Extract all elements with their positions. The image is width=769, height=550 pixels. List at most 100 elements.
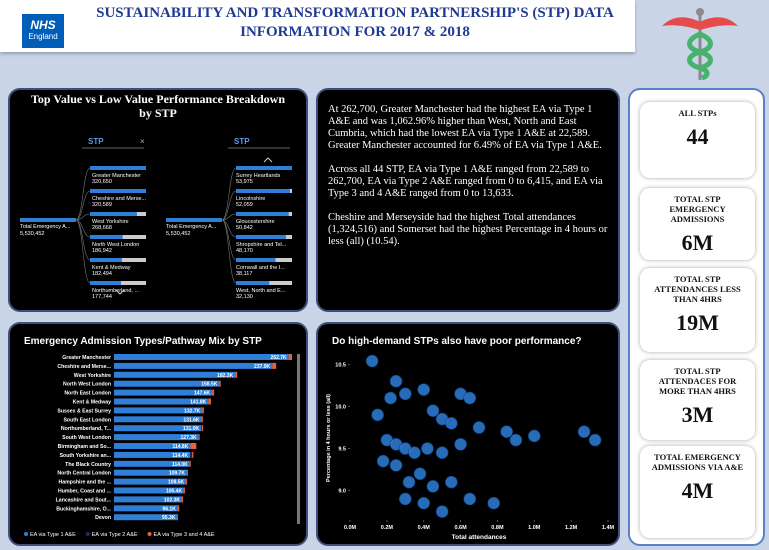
- node-value: 53,975: [236, 179, 253, 185]
- point: [413, 467, 427, 481]
- node-value: 48,170: [236, 248, 253, 254]
- bar-panel: Emergency Admission Types/Pathway Mix by…: [8, 322, 308, 546]
- bar-segment: [114, 478, 187, 485]
- legend-label: EA via Type 2 A&E: [92, 532, 138, 538]
- bar-segment: [190, 443, 197, 449]
- kpi-label: TOTAL STP ATTENDANCES LESS THAN 4HRS: [654, 274, 741, 304]
- point: [398, 387, 412, 401]
- category-label: North East London: [64, 391, 111, 397]
- tree-panel: Top Value vs Low Value Performance Break…: [8, 88, 308, 312]
- bar-segment: [190, 451, 193, 458]
- bar-segment: [219, 380, 221, 387]
- point: [389, 459, 403, 472]
- root-value: 5,530,452: [20, 231, 44, 237]
- filter-label: STP: [88, 137, 104, 146]
- kpi-label: TOTAL STP EMERGENCY ADMISSIONS: [669, 194, 726, 224]
- bar-segment: [114, 354, 289, 360]
- bar-segment: [114, 451, 191, 458]
- node-value: 52,059: [236, 202, 253, 208]
- bar-segment: [189, 460, 191, 467]
- bar-segment: [114, 416, 202, 423]
- category-label: Kent & Medway: [73, 400, 111, 406]
- node-bar: [90, 235, 123, 239]
- category-label: Birmingham and So...: [58, 444, 112, 450]
- point: [435, 505, 449, 518]
- point: [527, 429, 541, 443]
- bar-segment: [182, 496, 184, 503]
- node-bar: [236, 212, 289, 216]
- value-label: 108.5K: [168, 480, 185, 486]
- point: [463, 492, 477, 506]
- kpi-label: ALL STPs: [678, 108, 717, 118]
- value-label: 96.1K: [163, 506, 177, 512]
- page-title: SUSTAINABILITY AND TRANSFORMATION PARTNE…: [96, 5, 614, 40]
- bar-segment: [192, 451, 194, 458]
- bar-segment: [114, 434, 199, 441]
- kpi-label: TOTAL EMERGENCY ADMISSIONS VIA A&E: [651, 452, 744, 472]
- y-axis-label: Percentage in 4 hours or less (all): [326, 394, 332, 482]
- node-value: 177,744: [92, 294, 112, 300]
- node-bar: [236, 166, 292, 170]
- point: [417, 383, 431, 396]
- category-label: Humber, Coast and ...: [58, 489, 112, 495]
- point: [376, 454, 390, 468]
- decomposition-tree: Top Value vs Low Value Performance Break…: [20, 92, 292, 300]
- legend-swatch: [147, 532, 152, 536]
- bar-segment: [114, 487, 185, 494]
- x-tick-label: 1.0M: [528, 525, 541, 531]
- node-label: Shropshire and Tel...: [236, 242, 287, 248]
- value-label: 237.9K: [254, 364, 271, 370]
- point: [426, 480, 440, 493]
- value-label: 131.6K: [183, 417, 200, 423]
- category-label: South West London: [62, 435, 111, 441]
- point: [384, 391, 397, 405]
- root-label: Total Emergency A...: [166, 224, 217, 230]
- point: [417, 496, 431, 510]
- value-label: 102.3K: [164, 497, 181, 503]
- bar-segment: [114, 398, 209, 405]
- category-label: Buckinghamshire, O...: [56, 506, 111, 512]
- panel-title: Top Value vs Low Value Performance Break…: [30, 92, 286, 120]
- point: [445, 475, 458, 489]
- bar-segment: [114, 469, 187, 476]
- narrative-paragraph: Across all 44 STP, EA via Type 1 A&E ran…: [328, 164, 603, 199]
- node-label: Greater Manchester: [92, 173, 141, 179]
- bar-segment: [201, 416, 203, 423]
- bar-segment: [201, 425, 204, 432]
- node-label: West, North and E...: [236, 288, 286, 294]
- kpi-value: 19M: [676, 310, 719, 335]
- logo: NHS England: [22, 14, 64, 48]
- point: [408, 446, 421, 460]
- category-label: Devon: [95, 515, 111, 521]
- connector: [75, 219, 91, 284]
- bar-segment: [208, 398, 211, 405]
- node-label: Northumberland, ...: [92, 288, 140, 294]
- category-label: Lancashire and Sout...: [56, 497, 112, 503]
- y-tick-label: 9.5: [338, 447, 346, 453]
- chart-title: Do high-demand STPs also have poor perfo…: [332, 336, 582, 347]
- node-value: 38,117: [236, 271, 252, 277]
- bar-segment: [186, 478, 188, 485]
- category-label: Cheshire and Merse...: [57, 364, 111, 370]
- bar-segment: [114, 425, 202, 432]
- bar-segment: [212, 389, 215, 396]
- legend-swatch: [85, 532, 90, 536]
- legend-label: EA via Type 3 and 4 A&E: [154, 532, 215, 538]
- value-label: 147.6K: [194, 391, 211, 397]
- category-label: West Yorkshire: [74, 373, 111, 379]
- node-value: 320,650: [92, 179, 112, 185]
- x-tick-label: 0.8M: [491, 525, 504, 531]
- value-label: 114.4K: [172, 453, 188, 459]
- bar-segment: [114, 371, 236, 378]
- point: [487, 496, 501, 510]
- node-value: 50,842: [236, 225, 253, 231]
- value-label: 114.0K: [172, 462, 188, 468]
- x-axis-label: Total attendances: [452, 534, 507, 541]
- narrative-paragraph: At 262,700, Greater Manchester had the h…: [328, 104, 593, 139]
- node-value: 320,589: [92, 202, 112, 208]
- kpi-column: ALL STPs 44 TOTAL STP EMERGENCY ADMISSIONS…: [628, 88, 765, 546]
- x-tick-label: 0.6M: [454, 525, 467, 531]
- bar-segment: [198, 434, 200, 441]
- node-label: Cornwall and the I...: [236, 265, 285, 271]
